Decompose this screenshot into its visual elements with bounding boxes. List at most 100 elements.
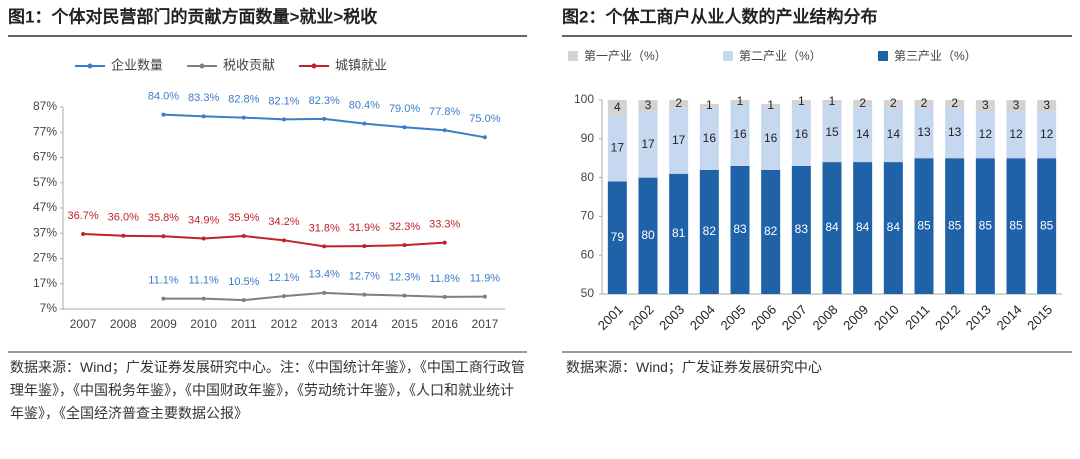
point — [161, 112, 166, 117]
x-tick-label: 2007 — [779, 302, 810, 333]
legend-marker — [87, 63, 93, 69]
bar-segment — [699, 169, 719, 294]
series-line — [83, 233, 445, 248]
data-label: 12 — [1040, 127, 1054, 141]
bar-segment — [791, 103, 811, 166]
source-note: 数据来源：Wind；广发证券发展研究中心。注：《中国统计年鉴》，《中国工商行政管… — [10, 359, 525, 421]
x-tick-label: 2016 — [431, 317, 458, 331]
data-label: 16 — [703, 131, 717, 145]
data-label: 11.8% — [430, 273, 461, 285]
data-label: 36.7% — [67, 210, 98, 222]
x-tick-label: 2014 — [993, 302, 1024, 333]
data-label: 85 — [979, 218, 993, 232]
source-note: 数据来源：Wind；广发证券发展研究中心 — [566, 359, 822, 375]
bar-segment — [669, 100, 689, 108]
point — [282, 238, 286, 243]
x-tick-label: 2008 — [110, 317, 137, 331]
data-label: 2 — [859, 96, 866, 110]
legend-label: 第二产业（%） — [739, 49, 822, 63]
data-label: 15 — [825, 125, 839, 139]
point — [241, 234, 246, 239]
bar-segment — [607, 115, 627, 182]
data-label: 17 — [611, 141, 625, 155]
point — [161, 234, 166, 239]
bar-segment — [607, 181, 627, 294]
legend-label: 城镇就业 — [335, 57, 387, 72]
y-tick-label: 37% — [33, 225, 57, 239]
data-label: 3 — [645, 98, 652, 112]
data-label: 11.1% — [188, 275, 219, 287]
data-label: 34.2% — [268, 216, 299, 228]
bar-segment — [945, 100, 965, 108]
data-label: 36.0% — [108, 212, 139, 224]
bar-segment — [975, 158, 995, 294]
x-tick-label: 2008 — [809, 302, 840, 333]
data-label: 84.0% — [148, 90, 179, 102]
y-tick-label: 27% — [33, 251, 57, 265]
y-tick-label: 17% — [33, 276, 57, 290]
x-tick-label: 2002 — [625, 302, 656, 333]
bar-segment — [791, 165, 811, 294]
point — [322, 116, 327, 121]
x-tick-label: 2015 — [1024, 302, 1055, 333]
data-label: 13 — [917, 125, 931, 139]
point — [362, 292, 367, 297]
point — [201, 236, 206, 241]
x-tick-label: 2001 — [595, 302, 626, 333]
data-label: 81 — [672, 226, 686, 240]
bar-segment — [699, 103, 719, 108]
y-tick-label: 60 — [581, 247, 595, 261]
x-tick-label: 2011 — [231, 317, 257, 331]
data-label: 85 — [917, 218, 931, 232]
data-label: 17 — [672, 133, 686, 147]
data-label: 11.9% — [470, 273, 501, 285]
bar-segment — [730, 103, 750, 166]
bar-segment — [791, 100, 811, 104]
bar-segment — [945, 107, 965, 159]
bar-segment — [638, 100, 658, 112]
point — [201, 296, 206, 301]
bar-segment — [607, 100, 627, 116]
point — [322, 290, 327, 295]
data-label: 12 — [1009, 127, 1023, 141]
data-label: 13.4% — [309, 269, 340, 281]
data-label: 14 — [887, 127, 901, 141]
point — [442, 240, 447, 245]
legend-swatch — [723, 51, 733, 61]
point — [442, 294, 447, 299]
y-tick-label: 7% — [40, 301, 58, 315]
bar-segment — [975, 100, 995, 112]
x-tick-label: 2015 — [391, 317, 418, 331]
point — [442, 128, 447, 133]
bar-segment — [853, 162, 873, 294]
x-tick-label: 2011 — [902, 302, 932, 332]
data-label: 35.9% — [228, 212, 259, 224]
bar-segment — [822, 103, 842, 163]
bar-segment — [945, 158, 965, 294]
bar-segment — [1006, 158, 1026, 294]
bar-segment — [669, 173, 689, 294]
point — [402, 125, 407, 130]
data-label: 82.8% — [228, 94, 259, 106]
point — [482, 135, 487, 140]
data-label: 35.8% — [148, 212, 179, 224]
data-label: 1 — [829, 94, 836, 108]
x-tick-label: 2007 — [70, 317, 97, 331]
point — [241, 115, 246, 120]
data-label: 1 — [706, 98, 713, 112]
x-tick-label: 2009 — [840, 302, 871, 333]
bar-segment — [822, 100, 842, 104]
data-label: 79 — [611, 230, 625, 244]
bar-segment — [914, 158, 934, 294]
y-tick-label: 77% — [33, 124, 57, 138]
bar-segment — [699, 107, 719, 170]
data-label: 75.0% — [469, 113, 500, 125]
legend-label: 企业数量 — [111, 57, 163, 72]
data-label: 85 — [1009, 218, 1023, 232]
point — [322, 244, 327, 249]
data-label: 85 — [948, 218, 962, 232]
bar-segment — [1037, 111, 1057, 159]
point — [282, 294, 286, 299]
x-tick-label: 2012 — [932, 302, 963, 333]
point — [362, 121, 367, 126]
